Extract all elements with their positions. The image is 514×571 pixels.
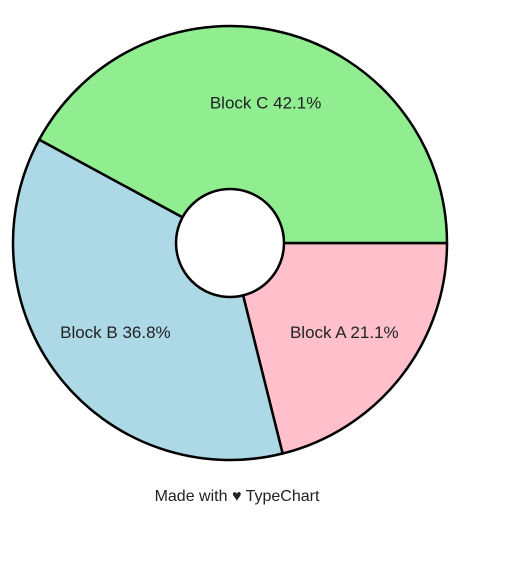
slice-label-block-c: Block C 42.1%	[210, 93, 322, 112]
slice-block-a	[228, 241, 449, 455]
slices-group	[11, 24, 449, 462]
slice-label-block-a: Block A 21.1%	[290, 323, 399, 342]
credit-text: Made with ♥ TypeChart	[155, 488, 320, 505]
slice-block-b	[11, 138, 284, 462]
slice-block-c	[37, 24, 449, 245]
donut-hole	[174, 187, 286, 299]
slice-labels-group: Block A 21.1% Block B 36.8% Block C 42.1%	[60, 93, 399, 342]
slice-label-block-b: Block B 36.8%	[60, 323, 171, 342]
